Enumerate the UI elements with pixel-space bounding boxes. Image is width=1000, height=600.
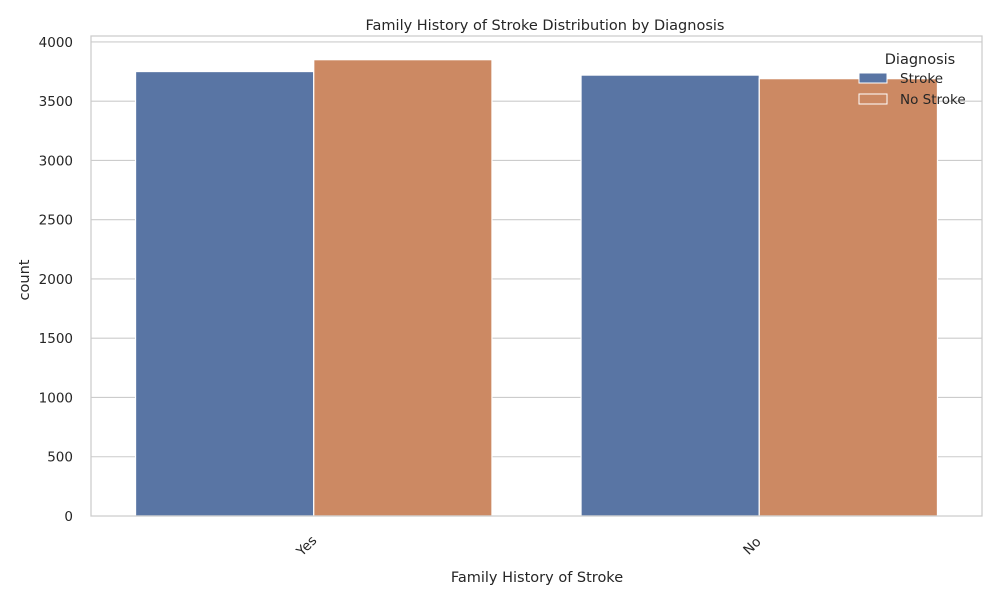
bar-no-stroke-no [758, 78, 939, 517]
y-tick-label: 3000 [39, 153, 73, 169]
y-tick-label: 3500 [39, 94, 73, 110]
y-tick-label: 2000 [39, 272, 73, 288]
bars [134, 59, 939, 517]
y-tick-label: 1500 [39, 331, 73, 347]
bar-stroke-yes [134, 70, 315, 517]
bar-stroke-no [580, 74, 760, 517]
x-axis-label: Family History of Stroke [451, 570, 623, 586]
bar-no-stroke-yes [313, 59, 493, 517]
legend-swatch [858, 93, 888, 105]
legend-title: Diagnosis [885, 52, 955, 68]
chart-title: Family History of Stroke Distribution by… [366, 18, 725, 34]
y-tick-label: 500 [47, 450, 73, 466]
y-tick-label: 4000 [39, 35, 73, 51]
y-tick-label: 0 [64, 509, 73, 525]
legend-swatch [858, 72, 888, 84]
legend-items: Stroke No Stroke [858, 71, 966, 108]
legend: Diagnosis Stroke No Stroke [858, 52, 966, 108]
legend-label: No Stroke [900, 92, 966, 108]
y-axis-ticks: 0 500 1000 1500 2000 2500 3000 3500 4000 [39, 35, 73, 525]
y-tick-label: 1000 [39, 390, 73, 406]
x-tick-label: No [740, 534, 764, 558]
x-axis-ticks: Yes No [293, 533, 765, 560]
x-tick-label: Yes [293, 533, 320, 560]
plot-frame [90, 35, 983, 517]
y-tick-label: 2500 [39, 213, 73, 229]
legend-label: Stroke [900, 71, 943, 87]
y-axis-label: count [17, 259, 33, 300]
